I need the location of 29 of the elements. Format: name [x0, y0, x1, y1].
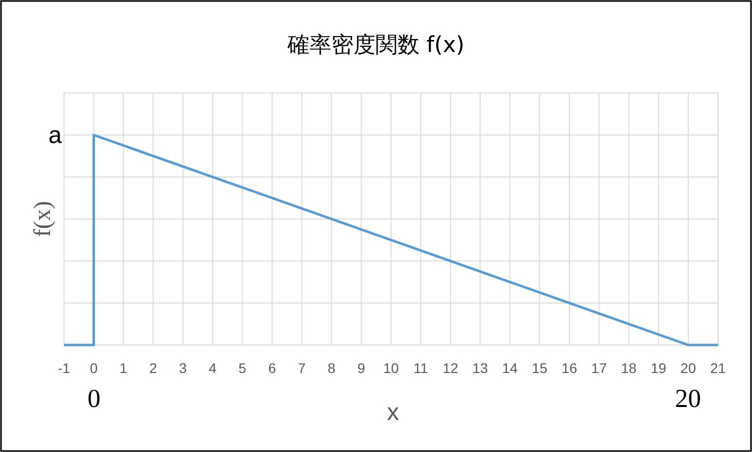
x-tick-label: 20 — [680, 360, 696, 376]
chart-title: 確率密度関数 f(x) — [286, 33, 464, 58]
x-tick-label: -1 — [58, 360, 70, 376]
x-tick-label: 3 — [179, 360, 188, 376]
x-tick-label: 5 — [238, 360, 246, 376]
x-tick-label: 17 — [591, 360, 608, 376]
text: 0 — [88, 384, 100, 413]
x-tick-label: 21 — [710, 360, 726, 376]
x-tick-label: 13 — [472, 360, 488, 376]
y-axis-title: f(x) — [30, 201, 56, 237]
text: a — [48, 122, 62, 149]
text: 20 — [675, 384, 701, 413]
x-tick-label: 11 — [413, 360, 428, 376]
x-tick-label: 12 — [442, 360, 458, 376]
x-tick-label: 0 — [90, 360, 98, 376]
x-tick-label: 9 — [357, 360, 366, 376]
x-tick-label: 6 — [268, 360, 276, 376]
x-tick-label: 8 — [328, 360, 336, 376]
x-tick-label: 15 — [532, 360, 548, 376]
x-tick-label: 18 — [621, 360, 637, 376]
x-tick-label: 1 — [120, 360, 128, 376]
x-tick-label: 7 — [298, 360, 306, 376]
x-tick-label: 14 — [502, 360, 518, 376]
x-axis-title: x — [387, 399, 399, 426]
x-tick-label: 10 — [383, 360, 399, 376]
x-tick-label: 16 — [562, 360, 578, 376]
x-tick-label: 2 — [149, 360, 158, 376]
x-tick-label: 19 — [650, 360, 667, 376]
x-tick-label: 4 — [208, 360, 217, 376]
